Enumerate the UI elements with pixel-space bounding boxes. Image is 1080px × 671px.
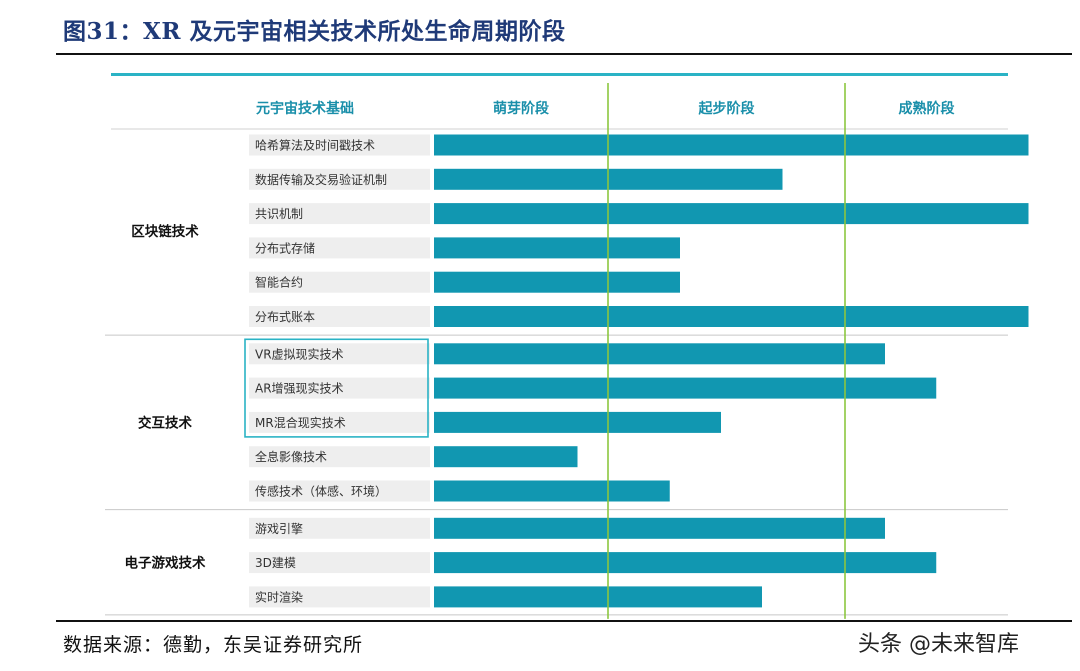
row-label-bg	[249, 237, 430, 259]
xr-tech-frame	[244, 338, 429, 438]
row-label: MR混合现实技术	[255, 415, 346, 430]
stage-bar	[434, 411, 721, 433]
chart-top-rule	[111, 73, 1008, 76]
row-label-bg	[249, 446, 430, 468]
row-label-bg	[249, 271, 430, 293]
stage-bar	[434, 517, 885, 539]
stage-header: 起步阶段	[698, 100, 755, 117]
row-label-bg	[249, 168, 430, 190]
source-note: 数据来源：德勤，东吴证券研究所	[63, 634, 364, 656]
row-label-bg	[249, 134, 430, 156]
stage-bar	[434, 446, 578, 468]
stage-bar	[434, 552, 937, 574]
row-label: 分布式存储	[255, 240, 315, 255]
row-label-bg	[249, 480, 430, 502]
stage-header: 萌芽阶段	[493, 100, 549, 117]
row-label: AR增强现实技术	[255, 381, 344, 396]
row-label: 3D建模	[255, 556, 296, 570]
stage-bar	[434, 134, 1029, 156]
row-label: 实时渲染	[255, 589, 303, 604]
row-label: 游戏引擎	[255, 521, 303, 536]
stage-header: 成熟阶段	[899, 100, 955, 117]
group-label: 交互技术	[138, 414, 192, 431]
row-label: VR虚拟现实技术	[255, 346, 344, 361]
group-label: 区块链技术	[131, 223, 199, 240]
title-rule	[56, 53, 1072, 55]
row-label: 全息影像技术	[255, 449, 327, 464]
row-label: 分布式账本	[255, 310, 315, 324]
row-label-bg	[249, 203, 430, 225]
category-header: 元宇宙技术基础	[256, 100, 354, 117]
row-label: 共识机制	[255, 207, 303, 221]
group-label: 电子游戏技术	[125, 555, 206, 572]
row-label-bg	[249, 343, 430, 365]
stage-bar	[434, 377, 937, 399]
footer-rule	[56, 620, 1072, 622]
stage-bar	[434, 271, 680, 293]
row-label: 传感技术（体感、环境）	[255, 484, 387, 499]
stage-bar	[434, 586, 762, 608]
stage-bar	[434, 343, 885, 365]
stage-bar	[434, 203, 1029, 225]
figure-title: 图31：XR 及元宇宙相关技术所处生命周期阶段	[63, 18, 566, 45]
row-label: 数据传输及交易验证机制	[255, 172, 387, 187]
stage-bar	[434, 237, 680, 259]
row-label-bg	[249, 552, 430, 574]
stage-bar	[434, 306, 1029, 327]
stage-bar	[434, 480, 670, 502]
row-label-bg	[249, 377, 430, 399]
row-label-bg	[249, 517, 430, 539]
row-label-bg	[249, 306, 430, 327]
row-label-bg	[249, 586, 430, 608]
row-label: 哈希算法及时间戳技术	[255, 138, 375, 153]
watermark: 头条 @未来智库	[858, 632, 1019, 657]
row-label: 智能合约	[255, 275, 303, 290]
row-label-bg	[249, 411, 430, 433]
